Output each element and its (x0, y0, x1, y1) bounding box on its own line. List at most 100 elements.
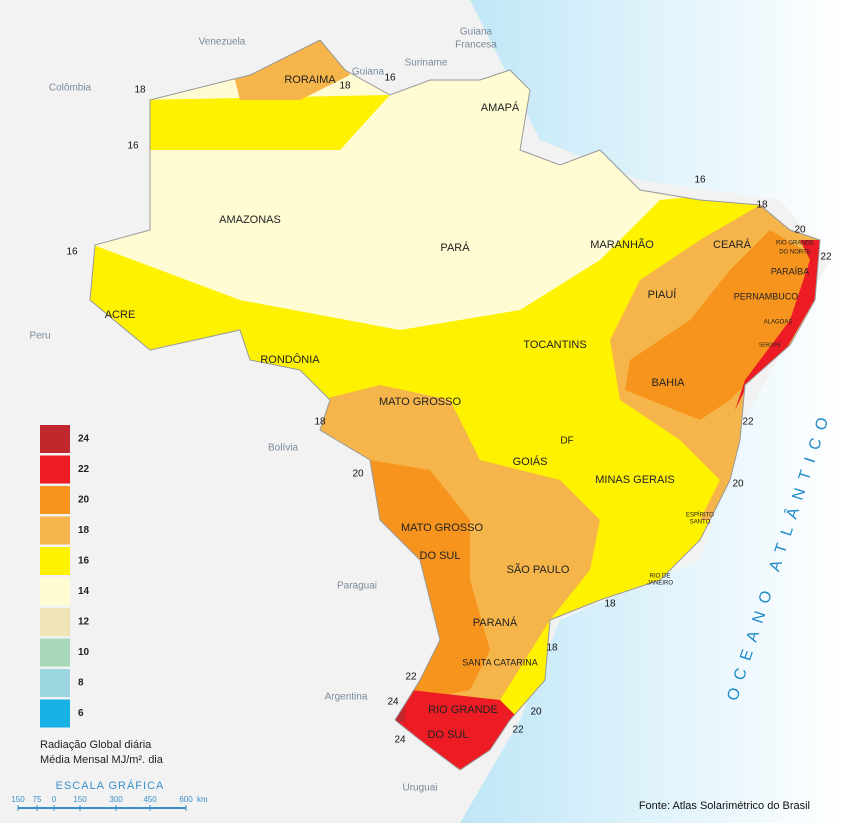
isoline-label: 16 (694, 175, 706, 186)
scale-title: ESCALA GRÁFICA (56, 779, 165, 792)
state-label: DO SUL (428, 729, 469, 741)
state-label: PARAÍBA (771, 266, 809, 276)
state-label: RORAIMA (284, 74, 336, 86)
legend-swatch (40, 669, 70, 697)
legend-value: 14 (78, 586, 90, 597)
state-label: RIO GRANDE (776, 241, 814, 247)
country-label: Suriname (405, 58, 448, 69)
isoline-label: 20 (352, 469, 364, 480)
legend-swatch (40, 486, 70, 514)
state-label: CEARÁ (713, 238, 752, 251)
legend-swatch (40, 425, 70, 453)
source: Fonte: Atlas Solarimétrico do Brasil (639, 800, 810, 812)
ocean (460, 0, 845, 823)
isoline-label: 22 (512, 725, 524, 736)
state-label: JANEIRO (647, 581, 673, 587)
isoline-label: 18 (314, 417, 326, 428)
state-label: SERGIPE (759, 342, 782, 348)
isoline-label: 18 (604, 599, 616, 610)
legend-value: 12 (78, 617, 90, 628)
state-label: ACRE (105, 309, 136, 321)
legend-swatch (40, 608, 70, 636)
legend-swatch (40, 455, 70, 484)
state-label: PARÁ (440, 241, 470, 254)
scale-tick-label: 0 (52, 795, 57, 804)
isoline-label: 16 (66, 247, 78, 258)
state-label: SANTA CATARINA (462, 657, 538, 667)
isoline-labels: 18 16 16 16 18 16 18 20 22 22 20 18 20 18 18 22 24 24 20 22 (66, 73, 832, 746)
legend-swatch (40, 638, 70, 667)
country-label: Paraguai (337, 581, 377, 592)
isoline-label: 22 (742, 417, 754, 428)
brazil-border (89, 39, 821, 771)
isoline-label: 18 (546, 643, 558, 654)
state-label: DO SUL (420, 550, 461, 562)
state-label: SÃO PAULO (507, 563, 570, 576)
isoline-label: 16 (127, 141, 139, 152)
state-label: MATO GROSSO (379, 396, 462, 408)
scale-tick-label: 150 (11, 795, 25, 804)
legend-title: Radiação Global diária (40, 739, 152, 751)
state-label: MATO GROSSO (401, 522, 484, 534)
isoline-label: 22 (405, 672, 417, 683)
country-label: Francesa (455, 40, 497, 51)
legend-value: 10 (78, 647, 90, 658)
state-label: ALAGOAS (764, 320, 793, 326)
legend-swatch (40, 516, 70, 545)
state-label: ESPÍRITO (686, 512, 714, 519)
legend-value: 16 (78, 556, 90, 567)
country-label: Venezuela (199, 37, 246, 48)
country-label: Peru (29, 331, 50, 342)
state-label: SANTO (690, 520, 711, 526)
legend-value: 6 (78, 708, 84, 719)
state-label: PERNAMBUCO (734, 291, 799, 301)
scale-bar: 150 75 0 150 300 450 600 km (11, 795, 208, 811)
country-label: Bolívia (268, 443, 298, 454)
country-label: Colômbia (49, 83, 92, 94)
country-label: Guiana (460, 27, 493, 38)
country-label: Uruguai (402, 783, 437, 794)
state-label: PARANÁ (473, 616, 518, 629)
legend-value: 20 (78, 495, 90, 506)
country-label: Guiana (352, 67, 385, 78)
isoline-label: 20 (732, 479, 744, 490)
scale-tick-label: 300 (109, 795, 123, 804)
state-label: RONDÔNIA (260, 353, 320, 366)
country-label: Argentina (325, 692, 368, 703)
state-label: DF (560, 436, 573, 447)
state-label: GOIÁS (513, 455, 548, 468)
legend-value: 18 (78, 525, 90, 536)
isoline-label: 16 (384, 73, 396, 84)
state-label: TOCANTINS (523, 339, 586, 351)
scale-tick-label: 75 (33, 795, 42, 804)
isoline-label: 24 (394, 735, 406, 746)
state-label: DO NORTE (779, 250, 811, 256)
legend: 24 22 20 18 16 14 12 10 8 6 (40, 425, 90, 728)
legend-swatch (40, 577, 70, 606)
legend-value: 22 (78, 464, 90, 475)
state-label: PIAUÍ (648, 288, 678, 301)
legend-title: Média Mensal MJ/m². dia (40, 754, 164, 766)
isoline-label: 22 (820, 252, 832, 263)
state-label: RIO DE (650, 574, 671, 580)
state-label: MINAS GERAIS (595, 474, 674, 486)
state-label: AMAZONAS (219, 214, 281, 226)
scale-tick-label: 450 (143, 795, 157, 804)
legend-swatch (40, 699, 70, 728)
legend-value: 8 (78, 678, 84, 689)
isoline-label: 18 (756, 200, 768, 211)
legend-value: 24 (78, 434, 90, 445)
state-label: BAHIA (651, 377, 685, 389)
scale-tick-label: 150 (73, 795, 87, 804)
isoline-label: 20 (794, 225, 806, 236)
isoline-label: 24 (387, 697, 399, 708)
state-label: RIO GRANDE (428, 704, 498, 716)
scale-unit: km (197, 795, 208, 804)
isoline-label: 20 (530, 707, 542, 718)
isoline-label: 18 (339, 81, 351, 92)
scale-tick-label: 600 (179, 795, 193, 804)
state-label: MARANHÃO (590, 238, 654, 251)
state-label: AMAPÁ (481, 101, 520, 114)
legend-swatch (40, 547, 70, 575)
